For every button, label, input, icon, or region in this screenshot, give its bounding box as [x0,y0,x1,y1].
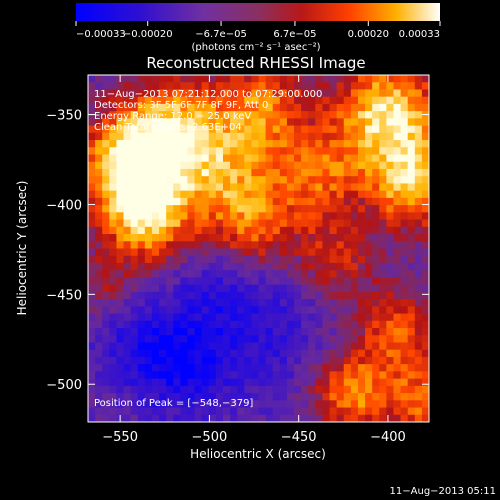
y-tick-label: −500 [46,378,82,393]
colorbar-tick-label: 6.7e−05 [273,29,316,40]
colorbar-tick-label: −6.7e−05 [195,29,247,40]
x-axis-label: Heliocentric X (arcsec) [190,447,326,461]
x-tick-label: −400 [370,430,406,445]
annotation-line: Energy Range: 12.0 − 25.0 keV [94,111,251,122]
x-tick-label: −550 [102,430,138,445]
info-annotations: 11−Aug−2013 07:21:12.000 to 07:29:00.000… [94,89,322,133]
footer-timestamp: 11−Aug−2013 05:11 [390,486,496,497]
colorbar-tick-label: −0.00020 [123,29,173,40]
annotation-line: Clean Total counts: 2.63E+04 [94,122,242,133]
annotation-line: 11−Aug−2013 07:21:12.000 to 07:29:00.000 [94,89,322,100]
annotation-line: Detectors: 3F 5F 6F 7F 8F 9F, Att 0 [94,100,268,111]
x-tick-label: −450 [281,430,317,445]
x-tick-label: −500 [192,430,228,445]
peak-position-label: Position of Peak = [−548,−379] [94,398,253,409]
y-axis-label: Heliocentric Y (arcsec) [15,181,29,316]
colorbar-tick-label: 0.00020 [348,29,389,40]
plot-frame [87,74,430,423]
x-axis: −550 −500 −450 −400 [102,75,406,445]
heatmap [88,75,429,422]
y-axis: −350 −400 −450 −500 [46,109,429,393]
colorbar-gradient [76,3,440,21]
y-tick-label: −350 [46,109,82,124]
colorbar-tick-label: 0.00033 [399,29,440,40]
chart-title: Reconstructed RHESSI Image [146,54,365,72]
y-tick-label: −450 [46,288,82,303]
y-tick-label: −400 [46,198,82,213]
colorbar-tick-label: −0.00033 [76,29,126,40]
colorbar-unit-label: (photons cm⁻² s⁻¹ asec⁻²) [191,42,320,53]
colorbar: −0.00033−0.00020 −6.7e−05 6.7e−05 0.00020 0.… [75,3,441,53]
